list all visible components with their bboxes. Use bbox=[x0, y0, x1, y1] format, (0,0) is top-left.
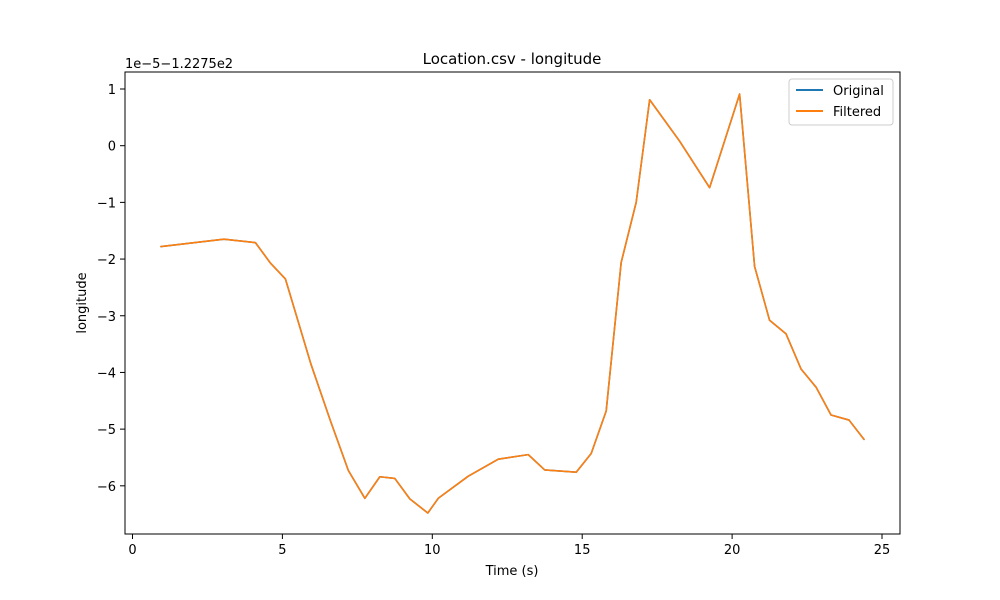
legend: Original Filtered bbox=[788, 78, 894, 126]
legend-original-label: Original bbox=[833, 84, 884, 99]
x-tick-label: 15 bbox=[574, 543, 591, 558]
y-tick-label: −3 bbox=[97, 310, 116, 325]
y-axis-label: longitude bbox=[75, 272, 90, 333]
y-tick-label: −2 bbox=[97, 253, 116, 268]
plot-frame bbox=[124, 71, 901, 535]
plot-background bbox=[125, 72, 900, 534]
y-tick-label: −4 bbox=[97, 366, 116, 381]
series-line-filtered bbox=[160, 93, 865, 514]
series-layer bbox=[160, 93, 865, 514]
x-tick-label: 20 bbox=[724, 543, 741, 558]
legend-filtered-label: Filtered bbox=[833, 105, 881, 120]
chart-title: Location.csv - longitude bbox=[423, 50, 602, 68]
y-offset-label: 1e−5−1.2275e2 bbox=[125, 57, 233, 72]
y-tick-label: −5 bbox=[97, 423, 116, 438]
x-axis-ticks: 0 5 10 15 20 25 bbox=[128, 534, 890, 558]
x-tick-label: 10 bbox=[424, 543, 441, 558]
x-axis-label: Time (s) bbox=[485, 564, 539, 579]
y-axis-ticks: 1 0 −1 −2 −3 −4 −5 −6 bbox=[97, 83, 125, 495]
y-tick-label: 0 bbox=[108, 140, 116, 155]
y-tick-label: 1 bbox=[108, 83, 116, 98]
x-tick-label: 25 bbox=[874, 543, 891, 558]
y-tick-label: −6 bbox=[97, 480, 116, 495]
x-tick-label: 5 bbox=[278, 543, 286, 558]
y-tick-label: −1 bbox=[97, 196, 116, 211]
x-tick-label: 0 bbox=[128, 543, 136, 558]
plot-area bbox=[124, 71, 901, 535]
